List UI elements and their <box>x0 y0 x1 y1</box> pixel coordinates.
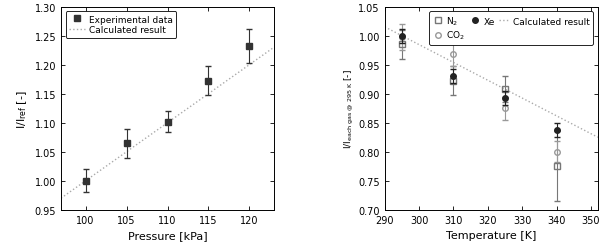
Y-axis label: I/I$_\mathrm{ref}$ [-]: I/I$_\mathrm{ref}$ [-] <box>15 90 29 128</box>
Legend: N$_2$, CO$_2$, Xe, Calculated result: N$_2$, CO$_2$, Xe, Calculated result <box>429 12 594 46</box>
X-axis label: Pressure [kPa]: Pressure [kPa] <box>127 230 207 240</box>
Legend: Experimental data, Calculated result: Experimental data, Calculated result <box>65 12 176 39</box>
Y-axis label: I/I$_\mathrm{each\ gas\ @\ 295\ K}$ [-]: I/I$_\mathrm{each\ gas\ @\ 295\ K}$ [-] <box>342 69 356 148</box>
X-axis label: Temperature [K]: Temperature [K] <box>446 230 536 240</box>
